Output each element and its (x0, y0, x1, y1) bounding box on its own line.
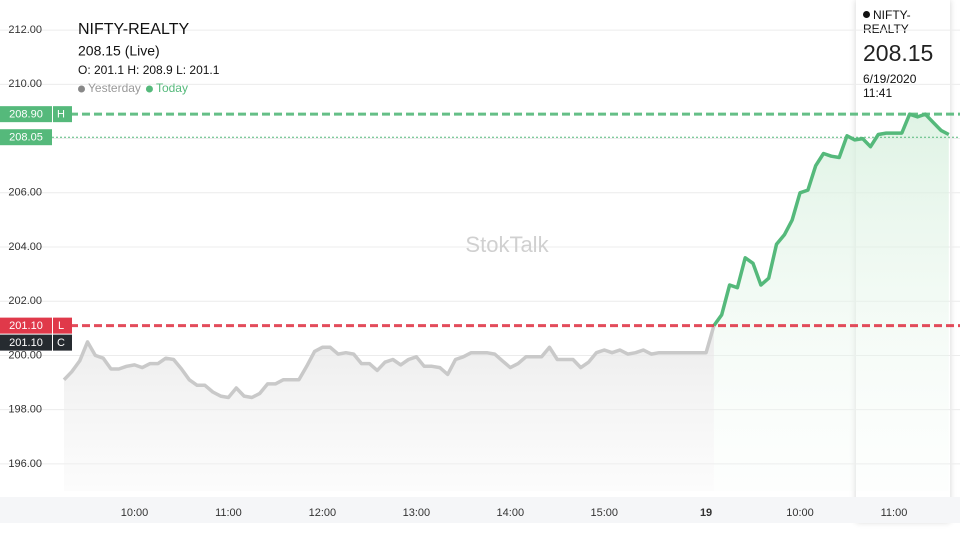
x-tick-label: 14:00 (497, 507, 525, 519)
area (64, 325, 714, 491)
y-tick-label: 200.00 (8, 349, 42, 361)
x-tick-label: 11:00 (215, 507, 242, 519)
tooltip-date: 6/19/2020 (863, 72, 917, 86)
y-tick-label: 210.00 (8, 78, 42, 90)
price-badge (0, 129, 52, 146)
y-tick-label: 212.00 (8, 24, 42, 36)
area (713, 114, 949, 491)
x-tick-label: 19 (700, 507, 712, 519)
x-tick-label: 11:00 (881, 507, 908, 519)
chart-title: NIFTY-REALTY (78, 21, 189, 38)
tooltip-name: NIFTY-REALTY (863, 8, 911, 36)
tooltip-value: 208.15 (863, 40, 934, 66)
tag-badge (53, 106, 72, 123)
price-badge-label: 208.05 (9, 132, 43, 144)
watermark: StokTalk (465, 232, 549, 257)
ohlc-text: O: 201.1 H: 208.9 L: 201.1 (78, 63, 220, 77)
y-tick-label: 198.00 (8, 404, 42, 416)
price-badge-label: 208.90 (9, 109, 43, 121)
tag-badge (53, 334, 72, 351)
x-tick-label: 12:00 (309, 507, 337, 519)
price-badge-label: 201.10 (9, 337, 43, 349)
tag-badge (53, 317, 72, 334)
legend-label: Yesterday (88, 81, 141, 95)
y-tick-label: 206.00 (8, 187, 42, 199)
y-tick-label: 196.00 (8, 458, 42, 470)
x-tick-label: 10:00 (786, 507, 814, 519)
x-axis-band (0, 497, 960, 523)
legend-dot (78, 85, 85, 93)
subtitle: 208.15 (Live) (78, 43, 160, 59)
price-badge (0, 106, 52, 123)
tag-badge-label: H (57, 109, 65, 121)
tooltip-datetime: 6/19/2020 11:41 (863, 72, 916, 100)
tooltip-name-row: NIFTY-REALTY (863, 8, 935, 36)
price-badge (0, 317, 52, 334)
line (62, 325, 716, 400)
line (712, 112, 950, 327)
price-badge (0, 334, 52, 351)
legend-label: Today (156, 81, 188, 95)
y-tick-label: 202.00 (8, 295, 42, 307)
tag-badge-label: L (58, 320, 64, 332)
price-badge-label: 201.10 (9, 320, 43, 332)
x-tick-label: 10:00 (121, 507, 149, 519)
tooltip-dot (863, 11, 870, 18)
x-tick-label: 13:00 (403, 507, 431, 519)
legend-dot (145, 85, 153, 93)
y-tick-label: 204.00 (8, 241, 42, 253)
x-tick-label: 15:00 (591, 507, 619, 519)
tooltip-time: 11:41 (863, 86, 893, 100)
tag-badge-label: C (57, 337, 65, 349)
